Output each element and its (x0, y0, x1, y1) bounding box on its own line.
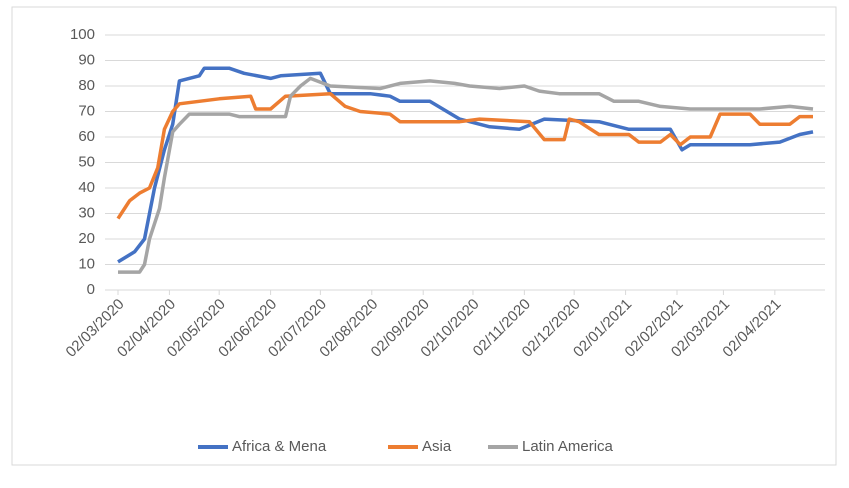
legend-label: Latin America (522, 438, 614, 455)
chart-frame (11, 6, 837, 466)
y-tick-label: 40 (78, 179, 95, 196)
y-tick-label: 70 (78, 102, 95, 119)
y-tick-label: 100 (70, 26, 95, 43)
y-tick-label: 90 (78, 51, 95, 68)
y-tick-label: 20 (78, 230, 95, 247)
y-tick-label: 30 (78, 204, 95, 221)
y-tick-label: 50 (78, 153, 95, 170)
legend-label: Asia (422, 438, 452, 455)
y-tick-label: 10 (78, 255, 95, 272)
y-tick-label: 0 (87, 281, 95, 298)
series-line (116, 91, 813, 220)
y-tick-label: 80 (78, 77, 95, 94)
y-tick-label: 60 (78, 128, 95, 145)
series-line (118, 76, 814, 274)
legend-label: Africa & Mena (232, 438, 327, 455)
